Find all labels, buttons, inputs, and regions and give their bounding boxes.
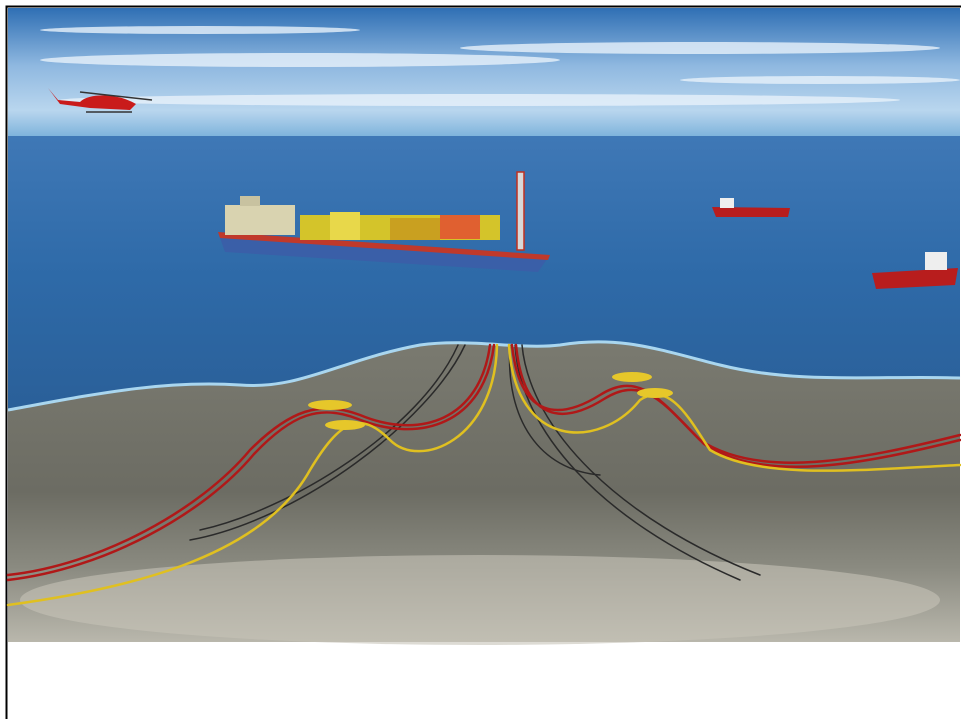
clouds — [40, 26, 960, 106]
helicopter — [48, 88, 153, 113]
supply-boat-2 — [872, 252, 958, 289]
water-line — [7, 340, 961, 412]
supply-boat-1 — [712, 198, 790, 217]
fpso-ship — [218, 171, 550, 272]
sand — [20, 555, 940, 645]
risers — [6, 343, 961, 607]
frame — [5, 5, 961, 719]
